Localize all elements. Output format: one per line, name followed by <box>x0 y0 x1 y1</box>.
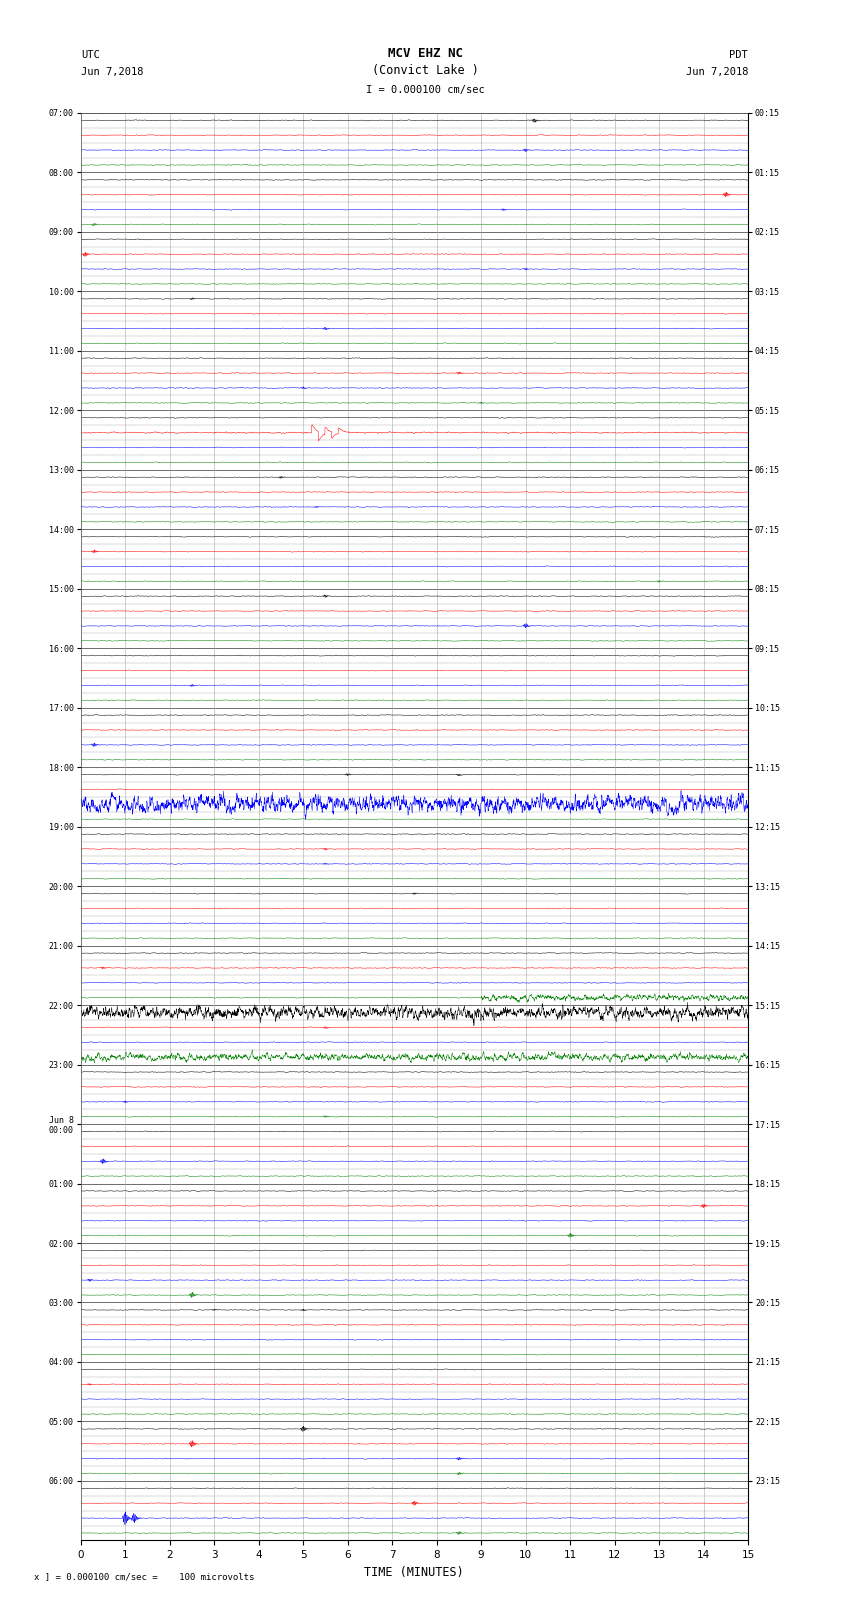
Text: PDT: PDT <box>729 50 748 60</box>
Text: Jun 7,2018: Jun 7,2018 <box>685 68 748 77</box>
Text: UTC: UTC <box>81 50 99 60</box>
Text: Jun 7,2018: Jun 7,2018 <box>81 68 144 77</box>
Text: I = 0.000100 cm/sec: I = 0.000100 cm/sec <box>366 85 484 95</box>
Text: MCV EHZ NC: MCV EHZ NC <box>388 47 462 60</box>
Text: (Convict Lake ): (Convict Lake ) <box>371 65 479 77</box>
X-axis label: TIME (MINUTES): TIME (MINUTES) <box>365 1566 464 1579</box>
Text: x ] = 0.000100 cm/sec =    100 microvolts: x ] = 0.000100 cm/sec = 100 microvolts <box>34 1571 254 1581</box>
